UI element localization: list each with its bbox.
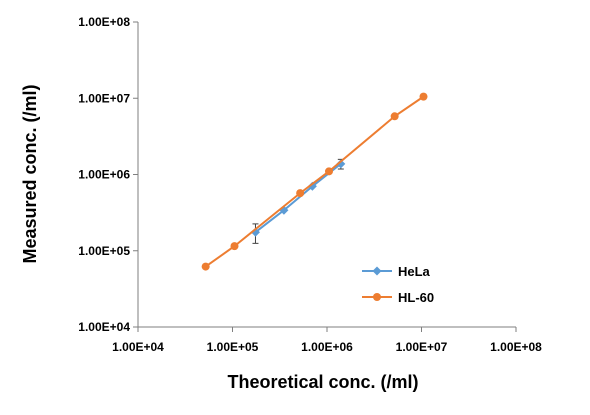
x-tick-label: 1.00E+07 [396,340,448,354]
x-tick-label: 1.00E+04 [112,340,164,354]
series-line-hl-60 [205,95,425,268]
legend-item-hl-60: HL-60 [362,290,434,305]
data-point-hl-60 [390,112,399,121]
series-line-hela [254,163,342,234]
legend-item-hela: HeLa [362,264,431,279]
legend-marker [372,266,382,276]
data-point-hela [336,159,346,169]
series-hela [250,158,346,244]
series-hl-60 [201,92,428,271]
data-point-hl-60 [296,189,305,198]
x-tick-label: 1.00E+08 [490,340,542,354]
data-point-hl-60 [419,92,428,101]
y-tick-label: 1.00E+04 [78,320,130,334]
y-axis-title: Measured conc. (/ml) [20,84,40,263]
y-tick-label: 1.00E+06 [78,168,130,182]
legend: HeLa HL-60 [362,264,434,305]
x-tick-label: 1.00E+05 [207,340,259,354]
legend-label: HL-60 [398,290,434,305]
data-point-hl-60 [325,167,334,176]
y-tick-label: 1.00E+05 [78,244,130,258]
x-tick-label: 1.00E+06 [301,340,353,354]
data-point-hela [307,181,317,191]
series-layer [201,92,428,271]
legend-marker [373,293,381,301]
y-tick-label: 1.00E+08 [78,15,130,29]
data-point-hl-60 [230,242,239,251]
legend-label: HeLa [398,264,431,279]
y-axis-ticks: 1.00E+04 1.00E+05 1.00E+06 1.00E+07 1.00E+08 [78,15,138,334]
x-axis-title: Theoretical conc. (/ml) [227,372,418,392]
data-point-hl-60 [201,262,210,271]
x-axis-ticks: 1.00E+04 1.00E+05 1.00E+06 1.00E+07 1.00E+08 [112,327,542,354]
y-tick-label: 1.00E+07 [78,91,130,105]
